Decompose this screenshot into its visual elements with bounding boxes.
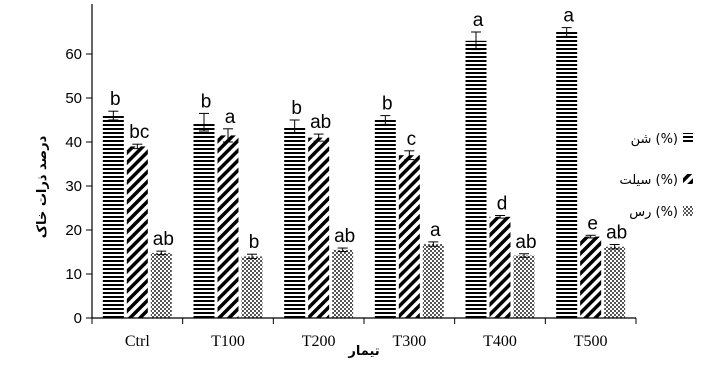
- legend-label: سیلت (%): [619, 173, 678, 188]
- x-tick-label: T300: [392, 333, 426, 350]
- bar: [604, 246, 626, 318]
- significance-label: e: [587, 213, 598, 234]
- significance-label: b: [291, 98, 302, 119]
- bar: [580, 236, 602, 318]
- axes: [91, 4, 637, 324]
- significance-label: ab: [606, 223, 627, 244]
- bar: [398, 155, 420, 318]
- bar: [217, 135, 239, 318]
- x-tick-label: T200: [302, 333, 336, 350]
- significance-label: b: [110, 89, 121, 110]
- legend-swatch: [683, 206, 693, 216]
- significance-label: ab: [515, 232, 536, 253]
- bar: [150, 252, 172, 318]
- legend: شن (%) سیلت (%) رس (%): [619, 132, 693, 220]
- y-tick-label: 20: [65, 222, 82, 239]
- x-tick-label: T500: [574, 333, 608, 350]
- bar: [284, 126, 306, 318]
- bar: [102, 115, 124, 318]
- bar: [308, 137, 330, 318]
- bar: [241, 256, 263, 318]
- significance-label: a: [473, 10, 484, 31]
- y-axis-title: درصد ذرات خاک: [35, 135, 50, 238]
- y-tick-label: 30: [65, 178, 82, 195]
- significance-label: b: [249, 232, 260, 253]
- significance-label: d: [497, 193, 508, 214]
- x-tick-label: Ctrl: [125, 333, 150, 350]
- bar: [422, 244, 444, 318]
- y-tick-label: 40: [65, 134, 82, 151]
- significance-label: bc: [129, 122, 149, 143]
- legend-label: رس (%): [629, 205, 678, 220]
- bar: [465, 40, 487, 319]
- bar: [193, 122, 215, 318]
- significance-label: ab: [310, 112, 331, 133]
- legend-swatch: [683, 133, 693, 143]
- legend-label: شن (%): [631, 132, 678, 147]
- x-tick-label: T100: [211, 333, 245, 350]
- significance-label: a: [563, 6, 574, 27]
- y-tick-label: 0: [74, 310, 82, 327]
- bar: [513, 255, 535, 318]
- significance-label: ab: [334, 226, 355, 247]
- y-axis-ticks: 0 10 20 30 40 50 60: [65, 46, 92, 327]
- significance-label: a: [225, 107, 236, 128]
- significance-label: b: [382, 94, 393, 115]
- x-axis-title: تیمار: [347, 344, 379, 359]
- bar: [556, 32, 578, 318]
- significance-label: c: [407, 129, 417, 150]
- significance-label: b: [201, 91, 212, 112]
- bar: [332, 249, 354, 318]
- bar: [374, 120, 396, 318]
- bar: [126, 146, 148, 318]
- y-tick-label: 60: [65, 46, 82, 63]
- x-tick-label: T400: [483, 333, 517, 350]
- significance-label: ab: [153, 229, 174, 250]
- y-tick-label: 50: [65, 90, 82, 107]
- y-tick-label: 10: [65, 266, 82, 283]
- significance-label: a: [430, 220, 441, 241]
- legend-swatch: [683, 174, 693, 184]
- x-axis-tick-labels: Ctrl T100 T200 T300 T400 T500: [125, 333, 608, 350]
- bar: [489, 216, 511, 318]
